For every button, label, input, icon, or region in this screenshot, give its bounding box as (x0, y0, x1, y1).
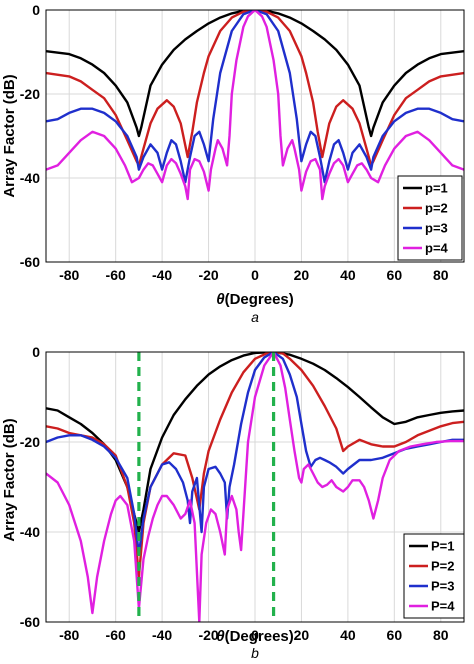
y-tick-label: 0 (32, 2, 40, 18)
x-axis-symbol: θ (216, 628, 225, 645)
legend-label: P=1 (431, 539, 455, 554)
y-tick-label: -40 (20, 170, 40, 186)
legend-box (397, 175, 463, 261)
x-tick-label: 0 (251, 627, 259, 643)
x-axis-title: θ(Degrees) (216, 628, 294, 645)
x-axis-title: θ(Degrees) (216, 291, 294, 308)
x-tick-label: 80 (433, 267, 449, 283)
series-line-p4 (46, 10, 464, 201)
chart-panel-b: -80 -60 -40 -20 0 20 40 60 80 0 -20 -40 -60 Array Fac… (1, 344, 465, 661)
x-axis-unit: (Degrees) (225, 628, 294, 645)
axes-frame (45, 9, 465, 263)
series-line-p4 (46, 352, 464, 622)
legend-label: p=4 (425, 241, 449, 256)
x-tick-label: -40 (152, 267, 172, 283)
x-tick-label: -20 (198, 627, 218, 643)
y-axis-title: Array Factor (dB) (1, 418, 18, 541)
x-tick-label: 20 (294, 627, 310, 643)
y-tick-label: -20 (20, 86, 40, 102)
x-tick-label: 60 (387, 267, 403, 283)
x-tick-label: -80 (59, 267, 79, 283)
series-line-p3 (46, 352, 464, 556)
x-axis-symbol: θ (216, 291, 225, 308)
x-tick-label: -80 (59, 627, 79, 643)
legend-label: P=3 (431, 579, 455, 594)
y-tick-label: -20 (20, 434, 40, 450)
y-tick-label: 0 (32, 344, 40, 360)
series-line-p3 (46, 10, 464, 184)
series-line-p1 (46, 10, 464, 138)
y-tick-label: -60 (20, 614, 40, 630)
x-tick-label: -60 (106, 627, 126, 643)
legend-label: p=3 (425, 221, 448, 236)
x-tick-label: 0 (251, 267, 259, 283)
legend-label: P=4 (431, 599, 455, 614)
x-tick-label: -20 (198, 267, 218, 283)
y-tick-label: -60 (20, 254, 40, 270)
chart-panel-a: -80 -60 -40 -20 0 20 40 60 80 0 -20 -40 -60 Array Fac… (1, 2, 465, 325)
panel-caption: a (251, 309, 259, 325)
x-tick-label: 40 (340, 267, 356, 283)
series-line-p2 (46, 352, 464, 579)
panel-caption: b (251, 645, 259, 661)
legend-label: p=1 (425, 181, 448, 196)
y-tick-label: -40 (20, 524, 40, 540)
x-tick-label: 80 (433, 627, 449, 643)
legend-box (403, 533, 465, 619)
legend: p=1 p=2 p=3 p=4 (397, 175, 463, 261)
series-line-p1 (46, 352, 464, 534)
y-axis-title: Array Factor (dB) (1, 74, 18, 197)
legend: P=1 P=2 P=3 P=4 (403, 533, 465, 619)
x-tick-label: -40 (152, 627, 172, 643)
x-tick-label: 60 (387, 627, 403, 643)
x-tick-label: 20 (294, 267, 310, 283)
axes-frame (45, 351, 465, 623)
x-tick-label: 40 (340, 627, 356, 643)
x-axis-unit: (Degrees) (225, 291, 294, 308)
x-tick-label: -60 (106, 267, 126, 283)
legend-label: P=2 (431, 559, 455, 574)
legend-label: p=2 (425, 201, 448, 216)
